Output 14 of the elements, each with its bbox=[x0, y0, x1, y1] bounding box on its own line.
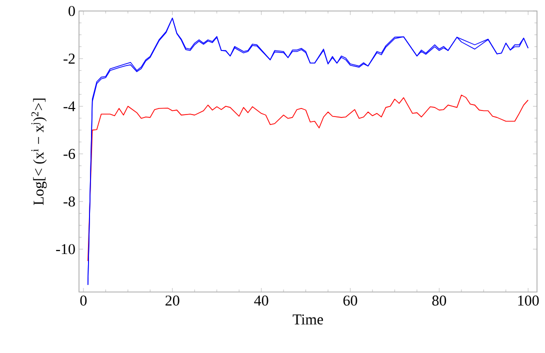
y-tick-label: -2 bbox=[64, 54, 75, 64]
y-tick-label: -4 bbox=[64, 101, 76, 112]
y-axis-title: Log[< (x$^{i}$ − x$^{j}$)$^{2}$>] bbox=[31, 98, 47, 206]
x-tick-label: 20 bbox=[166, 296, 180, 306]
y-tick-label: -6 bbox=[64, 148, 76, 159]
x-tick-label: 40 bbox=[254, 296, 268, 306]
y-tick-label: -10 bbox=[56, 244, 75, 254]
x-tick-label: 60 bbox=[343, 296, 358, 306]
x-tick-label: 0 bbox=[80, 296, 87, 306]
x-tick-label: 100 bbox=[518, 296, 539, 306]
x-axis-title: Time bbox=[292, 314, 323, 324]
x-tick-label: 80 bbox=[432, 296, 446, 306]
y-tick-label: -8 bbox=[64, 196, 75, 207]
y-tick-label: 0 bbox=[68, 6, 75, 16]
